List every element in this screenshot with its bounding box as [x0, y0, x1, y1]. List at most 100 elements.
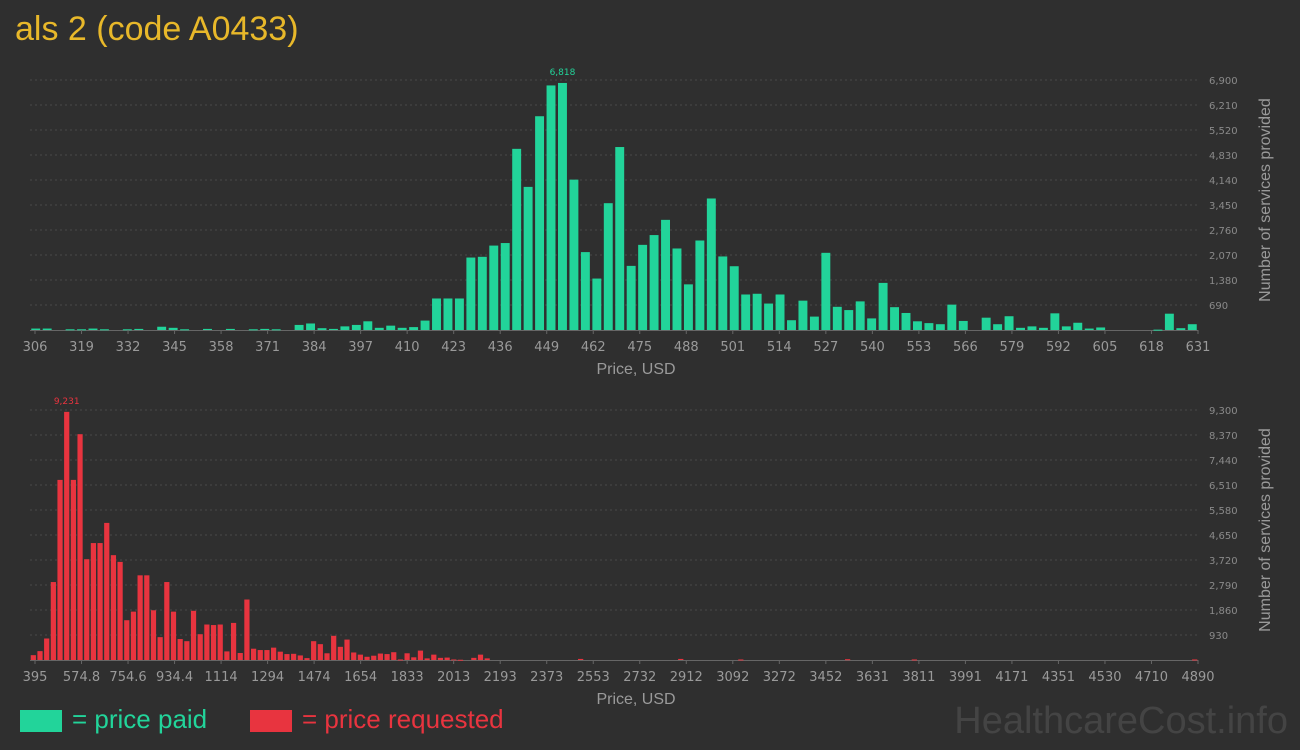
y-tick-label: 1,380	[1209, 276, 1238, 287]
bar	[431, 654, 437, 660]
bar	[558, 82, 567, 331]
bar	[271, 329, 281, 331]
bar	[695, 240, 705, 330]
bar	[317, 328, 327, 330]
bar	[344, 639, 350, 660]
x-tick-label: 462	[581, 340, 606, 355]
y-tick-label: 2,790	[1209, 581, 1238, 592]
bar	[44, 638, 50, 660]
bar	[204, 624, 210, 660]
y-tick-label: 5,520	[1209, 126, 1238, 137]
price-paid-chart: 690 1,380 2,070 2,760 3,450 4,140 4,830 5,520 6,…	[23, 68, 1274, 378]
y-tick-label: 6,510	[1209, 481, 1238, 492]
bar	[443, 298, 453, 330]
legend-label-requested: = price requested	[302, 704, 504, 734]
x-tick-label: 934.4	[156, 670, 193, 685]
y-tick-label: 930	[1209, 631, 1228, 642]
x-tick-label: 475	[627, 340, 652, 355]
bar	[248, 329, 258, 331]
watermark: HealthcareCost.info	[954, 700, 1288, 742]
x-tick-label: 618	[1139, 340, 1164, 355]
bar	[177, 639, 183, 660]
x-tick-label: 371	[255, 340, 280, 355]
bar	[787, 320, 796, 330]
y-axis-label: Number of services provided	[1257, 428, 1274, 632]
bar	[324, 653, 330, 660]
bar	[210, 625, 217, 660]
bar	[331, 635, 337, 660]
bar	[230, 622, 237, 660]
bar	[117, 561, 123, 660]
bar	[237, 653, 243, 660]
x-tick-label: 397	[348, 340, 373, 355]
bar	[1084, 328, 1094, 330]
x-tick-label: 631	[1186, 340, 1211, 355]
bar	[451, 659, 457, 661]
bar	[180, 329, 190, 331]
bar	[417, 650, 424, 660]
bar	[304, 658, 310, 660]
bar	[291, 653, 297, 660]
bar	[738, 659, 744, 661]
bar	[489, 245, 499, 330]
x-axis-label: Price, USD	[596, 361, 675, 378]
bar	[260, 328, 270, 330]
y-tick-label: 690	[1209, 301, 1228, 312]
x-tick-label: 754.6	[109, 670, 146, 685]
bar	[454, 298, 464, 330]
bar	[271, 647, 277, 660]
x-axis-label: Price, USD	[596, 691, 675, 708]
x-tick-label: 358	[209, 340, 234, 355]
bar	[912, 321, 922, 330]
bar	[935, 324, 945, 330]
bar	[420, 320, 430, 330]
bar	[832, 306, 842, 330]
y-tick-label: 5,580	[1209, 506, 1238, 517]
y-tick-label: 7,440	[1209, 456, 1238, 467]
bar	[471, 657, 477, 660]
x-tick-label: 605	[1093, 340, 1118, 355]
bar	[729, 266, 739, 330]
y-tick-label: 3,450	[1209, 201, 1238, 212]
bar	[90, 543, 97, 660]
bar	[1176, 328, 1186, 330]
x-tick-label: 449	[534, 340, 559, 355]
bar	[130, 611, 137, 660]
x-tick-label: 3811	[902, 670, 935, 685]
bar	[337, 646, 343, 660]
bar	[844, 659, 851, 661]
bar	[311, 641, 317, 660]
bar	[411, 657, 417, 660]
bar	[1192, 659, 1198, 661]
bar	[386, 325, 396, 330]
bar	[432, 298, 441, 330]
bar	[104, 522, 110, 660]
y-tick-label: 2,760	[1209, 226, 1238, 237]
bar	[706, 198, 716, 330]
bar	[1050, 313, 1060, 330]
bar	[31, 328, 41, 330]
bar	[164, 582, 170, 660]
bar	[1187, 324, 1197, 330]
bar	[409, 327, 419, 330]
bar	[603, 203, 613, 330]
bar	[284, 654, 290, 660]
x-tick-label: 436	[488, 340, 513, 355]
bar	[615, 147, 625, 330]
bar	[134, 328, 144, 330]
x-tick-label: 384	[302, 340, 327, 355]
bar	[878, 282, 888, 330]
bar	[512, 148, 522, 330]
x-tick-label: 501	[720, 340, 745, 355]
bar	[57, 479, 63, 660]
bar	[137, 575, 143, 660]
bar	[844, 310, 854, 330]
x-tick-label: 345	[162, 340, 187, 355]
x-tick-label: 553	[906, 340, 931, 355]
bar	[377, 653, 384, 660]
bar	[77, 329, 86, 331]
bar	[901, 312, 911, 330]
bar	[580, 252, 590, 330]
bar	[84, 559, 90, 660]
bar	[1153, 329, 1163, 331]
